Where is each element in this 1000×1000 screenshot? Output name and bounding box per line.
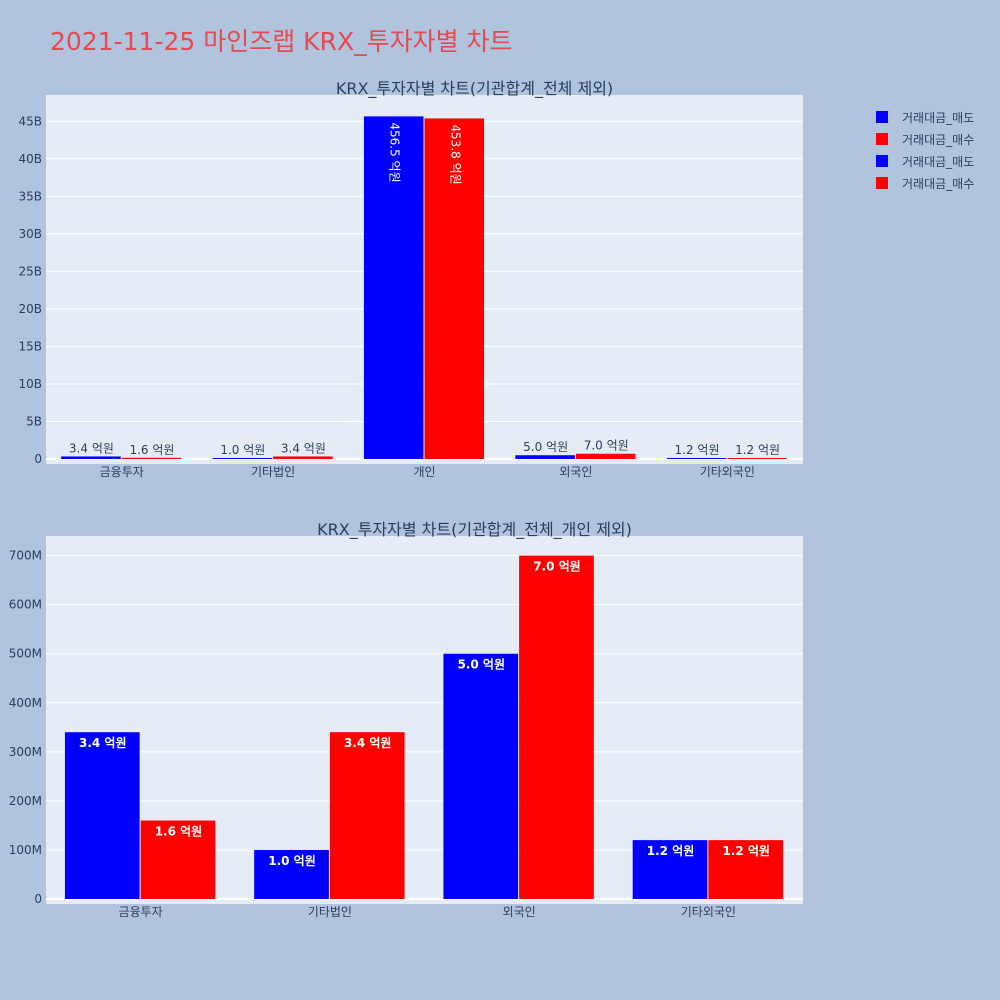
legend-label: 거래대금_매도 [902,110,975,125]
x-tick-label: 기타법인 [308,905,352,919]
y-tick-label: 600M [9,598,42,612]
bar [708,840,784,899]
legend-swatch [876,111,888,123]
x-tick-label: 금융투자 [119,905,163,919]
bar [519,555,594,899]
y-tick-label: 500M [9,647,42,661]
y-tick-label: 25B [18,264,42,278]
x-tick-label: 기타외국인 [681,905,736,919]
legend-swatch [876,177,888,189]
data-label: 1.0 억원 [268,854,316,868]
bar [666,458,727,459]
legend-label: 거래대금_매수 [902,176,975,191]
bar [254,849,329,899]
y-tick-label: 30B [18,227,42,241]
bar [121,457,182,459]
bar [727,458,787,459]
x-tick-label: 금융투자 [100,465,144,479]
y-tick-label: 0 [34,452,42,466]
data-label: 1.2 억원 [735,443,780,457]
legend-label: 거래대금_매도 [902,154,975,169]
bar [212,458,273,459]
y-tick-label: 100M [9,843,42,857]
data-label: 3.4 억원 [69,441,114,455]
data-label: 1.6 억원 [129,443,174,457]
bar [575,453,636,459]
legend-item[interactable]: 거래대금_매도 [876,150,974,172]
chart-title: KRX_투자자별 차트(기관합계_전체_개인 제외) [317,520,632,540]
chart-title: KRX_투자자별 차트(기관합계_전체 제외) [336,79,613,99]
data-label: 5.0 억원 [523,440,568,454]
data-label: 1.2 억원 [647,844,695,858]
data-label: 3.4 억원 [344,736,392,750]
data-label: 7.0 억원 [584,439,629,453]
x-tick-label: 개인 [413,465,435,479]
x-tick-label: 기타외국인 [700,465,755,479]
legend: 거래대금_매도 거래대금_매수 거래대금_매도 거래대금_매수 [876,106,974,194]
legend-swatch [876,133,888,145]
y-tick-label: 40B [18,152,42,166]
y-tick-label: 45B [18,114,42,128]
legend-item[interactable]: 거래대금_매도 [876,106,974,128]
data-label: 456.5 억원 [388,122,402,182]
y-tick-label: 200M [9,794,42,808]
legend-item[interactable]: 거래대금_매수 [876,172,974,194]
bar [64,732,140,899]
bar [363,116,424,459]
y-tick-label: 700M [9,549,42,563]
data-label: 1.2 억원 [675,443,720,457]
data-label: 1.0 억원 [220,443,265,457]
legend-swatch [876,155,888,167]
y-tick-label: 5B [26,414,42,428]
data-label: 3.4 억원 [281,441,326,455]
chart-panel-1: 0 5B 10B 15B 20B 25B 30B 35B 40B 45B KRX_투자자별 차트(기… [18,79,803,479]
x-tick-label: 기타법인 [251,465,295,479]
data-label: 3.4 억원 [79,736,127,750]
y-tick-label: 35B [18,189,42,203]
data-label: 7.0 억원 [533,560,581,574]
x-tick-label: 외국인 [559,465,592,479]
data-label: 5.0 억원 [458,658,506,672]
chart-panel-2: 0 100M 200M 300M 400M 500M 600M 700M KRX_투자자별 차트… [9,520,803,919]
bar [632,840,708,899]
bar [424,118,485,460]
bar [140,820,216,899]
page-title: 2021-11-25 마인즈랩 KRX_투자자별 차트 [50,27,513,56]
legend-item[interactable]: 거래대금_매수 [876,128,974,150]
bar [273,456,333,459]
y-tick-label: 400M [9,696,42,710]
data-label: 1.6 억원 [155,825,203,839]
bar [515,455,575,459]
y-tick-label: 300M [9,745,42,759]
legend-label: 거래대금_매수 [902,132,975,147]
y-tick-label: 15B [18,339,42,353]
bar [329,732,405,899]
y-tick-label: 10B [18,377,42,391]
bar [443,653,519,899]
bar [61,456,121,459]
data-label: 453.8 억원 [448,124,462,184]
y-tick-label: 0 [34,892,42,906]
data-label: 1.2 억원 [722,844,770,858]
y-tick-label: 20B [18,302,42,316]
x-tick-label: 외국인 [503,905,536,919]
